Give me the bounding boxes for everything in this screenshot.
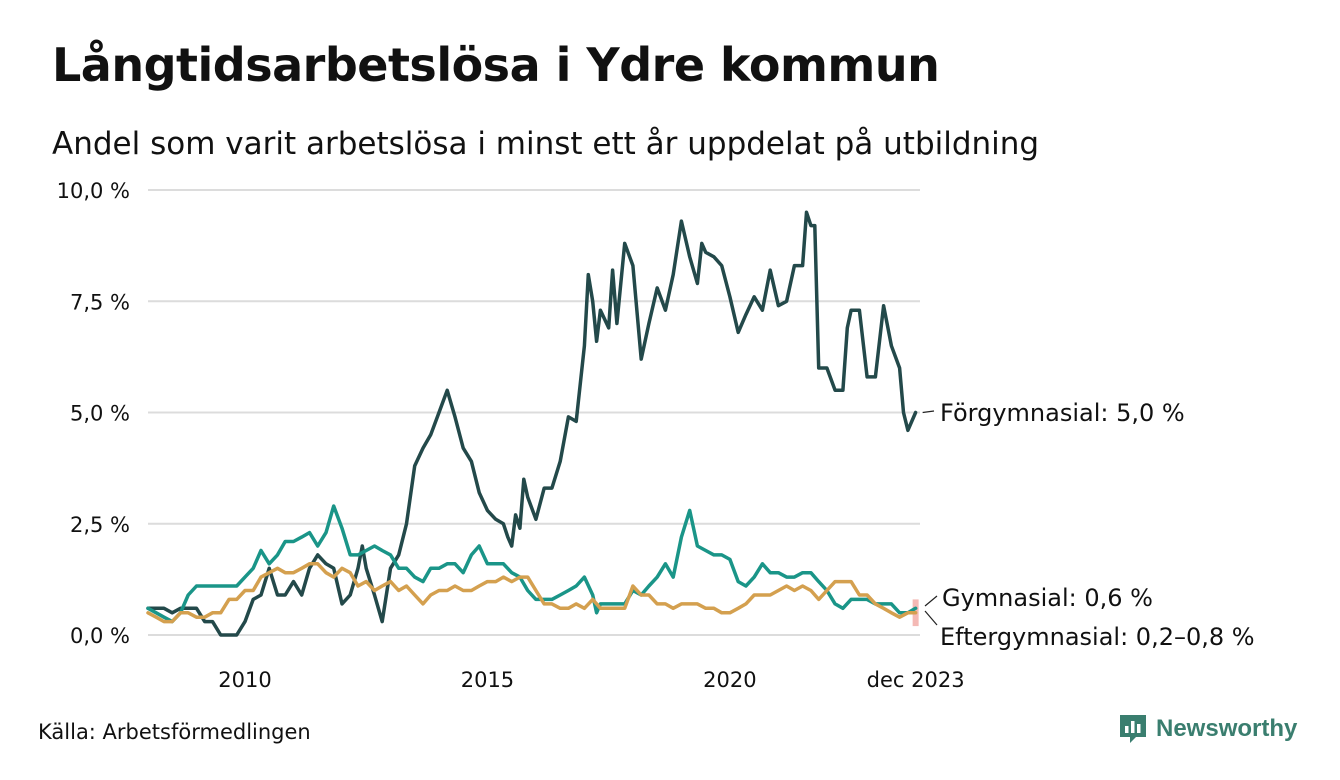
series-line-gymnasial bbox=[146, 504, 918, 624]
x-tick-label: dec 2023 bbox=[867, 668, 965, 692]
series-line-eftergymnasial bbox=[146, 562, 918, 624]
x-tick-label: 2020 bbox=[703, 668, 756, 692]
end-label-förgymnasial: Förgymnasial: 5,0 % bbox=[940, 399, 1185, 427]
y-tick-label: 5,0 % bbox=[70, 402, 130, 426]
leader-line bbox=[922, 410, 935, 414]
grid-lines bbox=[148, 189, 920, 636]
brand-logo: Newsworthy bbox=[1118, 713, 1297, 745]
end-label-gymnasial: Gymnasial: 0,6 % bbox=[942, 584, 1153, 612]
x-axis: 2010 2015 2020 dec 2023 bbox=[218, 668, 964, 692]
chart-title: Långtidsarbetslösa i Ydre kommun bbox=[52, 38, 940, 92]
y-tick-label: 7,5 % bbox=[70, 290, 130, 314]
chart-subtitle: Andel som varit arbetslösa i minst ett å… bbox=[52, 126, 1040, 162]
end-labels: Förgymnasial: 5,0 % Gymnasial: 0,6 % Efter… bbox=[922, 399, 1255, 651]
line-chart: 0,0 % 2,5 % 5,0 % 7,5 % 10,0 % 2010 2015 2020 d… bbox=[57, 179, 1255, 692]
leader-line bbox=[924, 610, 938, 626]
y-axis: 0,0 % 2,5 % 5,0 % 7,5 % 10,0 % bbox=[57, 179, 130, 648]
brand-name: Newsworthy bbox=[1156, 715, 1298, 742]
bar-chart-speech-bubble-icon bbox=[1120, 715, 1146, 743]
series-line-förgymnasial bbox=[146, 210, 918, 637]
y-tick-label: 0,0 % bbox=[70, 624, 130, 648]
end-label-eftergymnasial: Eftergymnasial: 0,2–0,8 % bbox=[940, 623, 1255, 651]
y-tick-label: 10,0 % bbox=[57, 179, 130, 203]
series-lines bbox=[146, 210, 918, 637]
y-tick-label: 2,5 % bbox=[70, 513, 130, 537]
x-tick-label: 2010 bbox=[218, 668, 271, 692]
source-note: Källa: Arbetsförmedlingen bbox=[38, 720, 311, 744]
leader-line bbox=[924, 595, 938, 607]
x-tick-label: 2015 bbox=[461, 668, 514, 692]
